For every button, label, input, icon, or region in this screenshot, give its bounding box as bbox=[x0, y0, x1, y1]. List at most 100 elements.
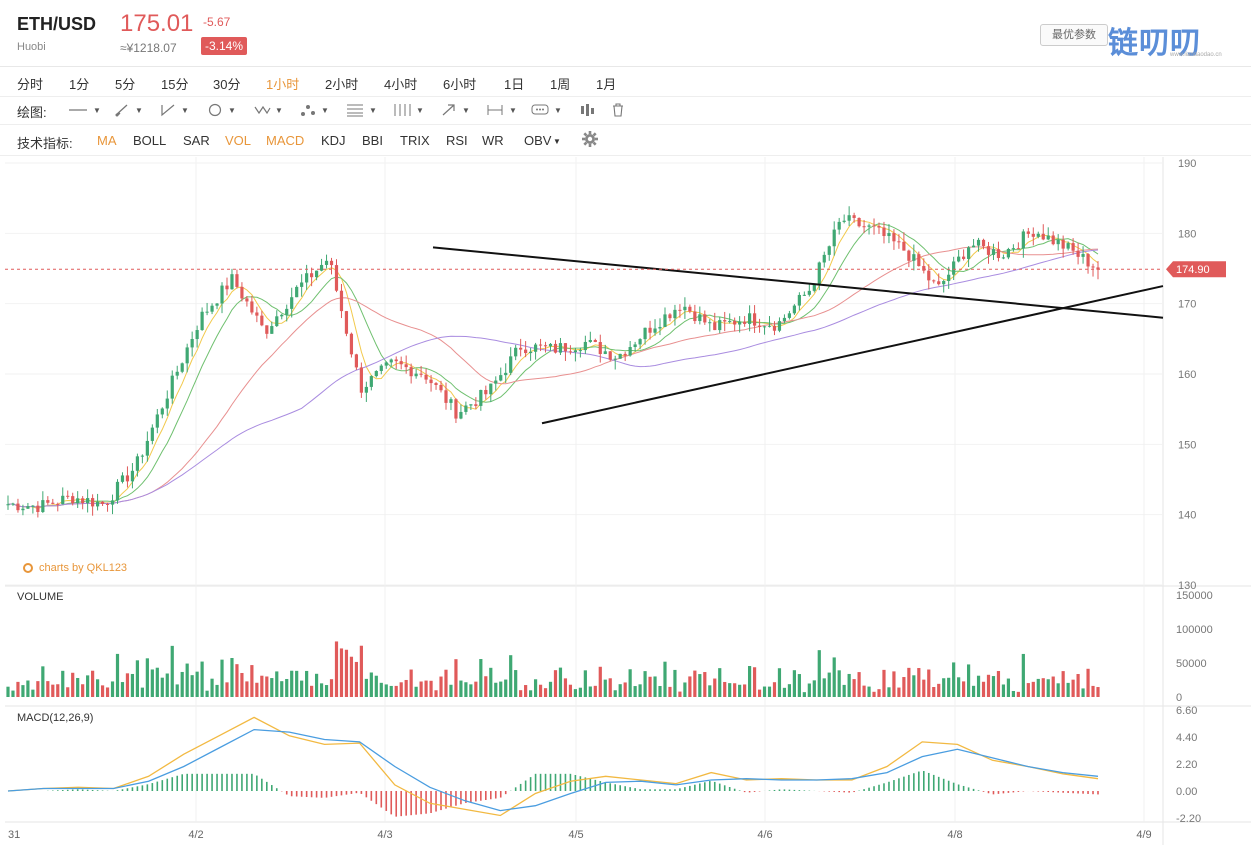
indicator-sar[interactable]: SAR bbox=[183, 133, 210, 148]
indicator-ma[interactable]: MA bbox=[97, 133, 117, 148]
brush-tool-icon[interactable]: ▼ bbox=[113, 100, 143, 120]
range-tool-icon[interactable]: ▼ bbox=[487, 105, 517, 115]
volume-bar bbox=[762, 686, 767, 697]
candle-body bbox=[822, 254, 826, 263]
indicator-kdj[interactable]: KDJ bbox=[321, 133, 346, 148]
volume-bar bbox=[91, 670, 95, 697]
indicator-vol[interactable]: VOL bbox=[225, 133, 252, 148]
candle-body bbox=[683, 306, 687, 311]
arrow-tool-icon[interactable]: ▼ bbox=[440, 100, 470, 120]
candle-body bbox=[698, 314, 702, 322]
period-tab[interactable]: 6小时 bbox=[443, 77, 477, 92]
period-tab[interactable]: 1分 bbox=[69, 77, 90, 92]
volume-bar bbox=[962, 681, 966, 697]
period-tab[interactable]: 1周 bbox=[550, 77, 571, 92]
fib-tool-icon[interactable]: ▼ bbox=[347, 104, 377, 117]
y-tick-label: 180 bbox=[1178, 228, 1196, 240]
candle-body bbox=[61, 495, 65, 505]
candle-body bbox=[538, 344, 543, 346]
period-tab-active[interactable]: 1小时 bbox=[266, 77, 300, 92]
candle-tool-icon[interactable] bbox=[578, 100, 596, 120]
macd-tick-label: 4.40 bbox=[1176, 732, 1197, 744]
indicator-boll[interactable]: BOLL bbox=[133, 133, 167, 148]
comment-tool-icon[interactable]: ▼ bbox=[530, 100, 562, 120]
angle-tool-icon[interactable]: ▼ bbox=[159, 100, 189, 120]
candle-body bbox=[190, 339, 194, 348]
period-tab[interactable]: 2小时 bbox=[325, 77, 359, 92]
volume-bar bbox=[1091, 685, 1095, 697]
volume-bar bbox=[912, 675, 916, 697]
candle-body bbox=[971, 245, 976, 248]
candle-body bbox=[558, 343, 563, 353]
indicator-trix[interactable]: TRIX bbox=[400, 133, 430, 148]
volume-bar bbox=[31, 689, 35, 697]
candle-body bbox=[942, 281, 946, 285]
volume-bar bbox=[51, 684, 55, 697]
volume-bar bbox=[329, 679, 334, 697]
gear-icon[interactable] bbox=[581, 130, 599, 151]
indicator-rsi[interactable]: RSI bbox=[446, 133, 468, 148]
volume-bar bbox=[688, 676, 692, 697]
trendline bbox=[541, 285, 1164, 425]
chart-area[interactable]: 31 4/2 4/3 4/5 4/6 4/8 4/9 190 180 170 160 150 140 13… bbox=[0, 157, 1251, 860]
best-params-button[interactable]: 最优参数 bbox=[1040, 24, 1108, 46]
chevron-down-icon[interactable]: ▼ bbox=[553, 137, 561, 146]
candle-body bbox=[703, 314, 707, 323]
indicator-macd[interactable]: MACD bbox=[266, 133, 305, 148]
volume-bar bbox=[1081, 688, 1085, 697]
volume-bar bbox=[434, 690, 438, 697]
period-tab[interactable]: 4小时 bbox=[384, 77, 418, 92]
channel-tool-icon[interactable]: ▼ bbox=[394, 104, 424, 116]
candle-body bbox=[394, 359, 398, 362]
candle-body bbox=[952, 261, 956, 275]
volume-bar bbox=[752, 667, 757, 697]
candle-body bbox=[200, 311, 204, 331]
trash-icon[interactable] bbox=[610, 100, 626, 120]
volume-bar bbox=[952, 662, 956, 697]
candle-body bbox=[310, 273, 314, 278]
candle-body bbox=[56, 503, 60, 505]
wave-tool-icon[interactable]: ▼ bbox=[253, 100, 283, 120]
candle-body bbox=[524, 349, 528, 354]
x-tick-label: 31 bbox=[8, 829, 20, 841]
volume-bar bbox=[683, 682, 687, 697]
pattern-tool-icon[interactable]: ▼ bbox=[299, 100, 329, 120]
volume-bar bbox=[459, 680, 463, 697]
candle-body bbox=[290, 297, 294, 309]
kline-chart[interactable]: 31 4/2 4/3 4/5 4/6 4/8 4/9 190 180 170 160 150 140 13… bbox=[0, 157, 1251, 860]
period-tab[interactable]: 5分 bbox=[115, 77, 136, 92]
candle-body bbox=[827, 246, 831, 255]
candle-body bbox=[877, 226, 881, 228]
indicator-bbi[interactable]: BBI bbox=[362, 133, 383, 148]
period-tab[interactable]: 15分 bbox=[161, 77, 189, 92]
indicator-obv[interactable]: OBV bbox=[524, 133, 552, 148]
volume-bar bbox=[230, 658, 234, 697]
volume-bar bbox=[290, 670, 294, 697]
candle-body bbox=[419, 373, 423, 375]
period-tab[interactable]: 30分 bbox=[213, 77, 241, 92]
volume-bar bbox=[474, 681, 478, 697]
volume-bar bbox=[1076, 674, 1080, 697]
volume-tick-label: 0 bbox=[1176, 692, 1182, 704]
candle-body bbox=[454, 399, 458, 419]
candle-body bbox=[708, 322, 712, 324]
drawing-label: 绘图: bbox=[17, 105, 47, 120]
period-tab[interactable]: 1月 bbox=[596, 77, 617, 92]
candle-body bbox=[135, 456, 140, 471]
line-tool-icon[interactable]: ▼ bbox=[69, 105, 101, 115]
volume-bar bbox=[210, 678, 214, 697]
candle-body bbox=[245, 298, 249, 302]
volume-bar bbox=[947, 677, 951, 697]
volume-bar bbox=[877, 689, 881, 697]
volume-bar bbox=[71, 672, 75, 697]
circle-tool-icon[interactable]: ▼ bbox=[206, 100, 236, 120]
period-tab[interactable]: 分时 bbox=[17, 77, 44, 92]
period-tab[interactable]: 1日 bbox=[504, 77, 525, 92]
indicator-wr[interactable]: WR bbox=[482, 133, 504, 148]
volume-bar bbox=[260, 675, 264, 697]
volume-bar bbox=[558, 667, 563, 697]
volume-bar bbox=[499, 681, 503, 697]
volume-bar bbox=[399, 682, 403, 697]
candle-body bbox=[225, 285, 229, 290]
